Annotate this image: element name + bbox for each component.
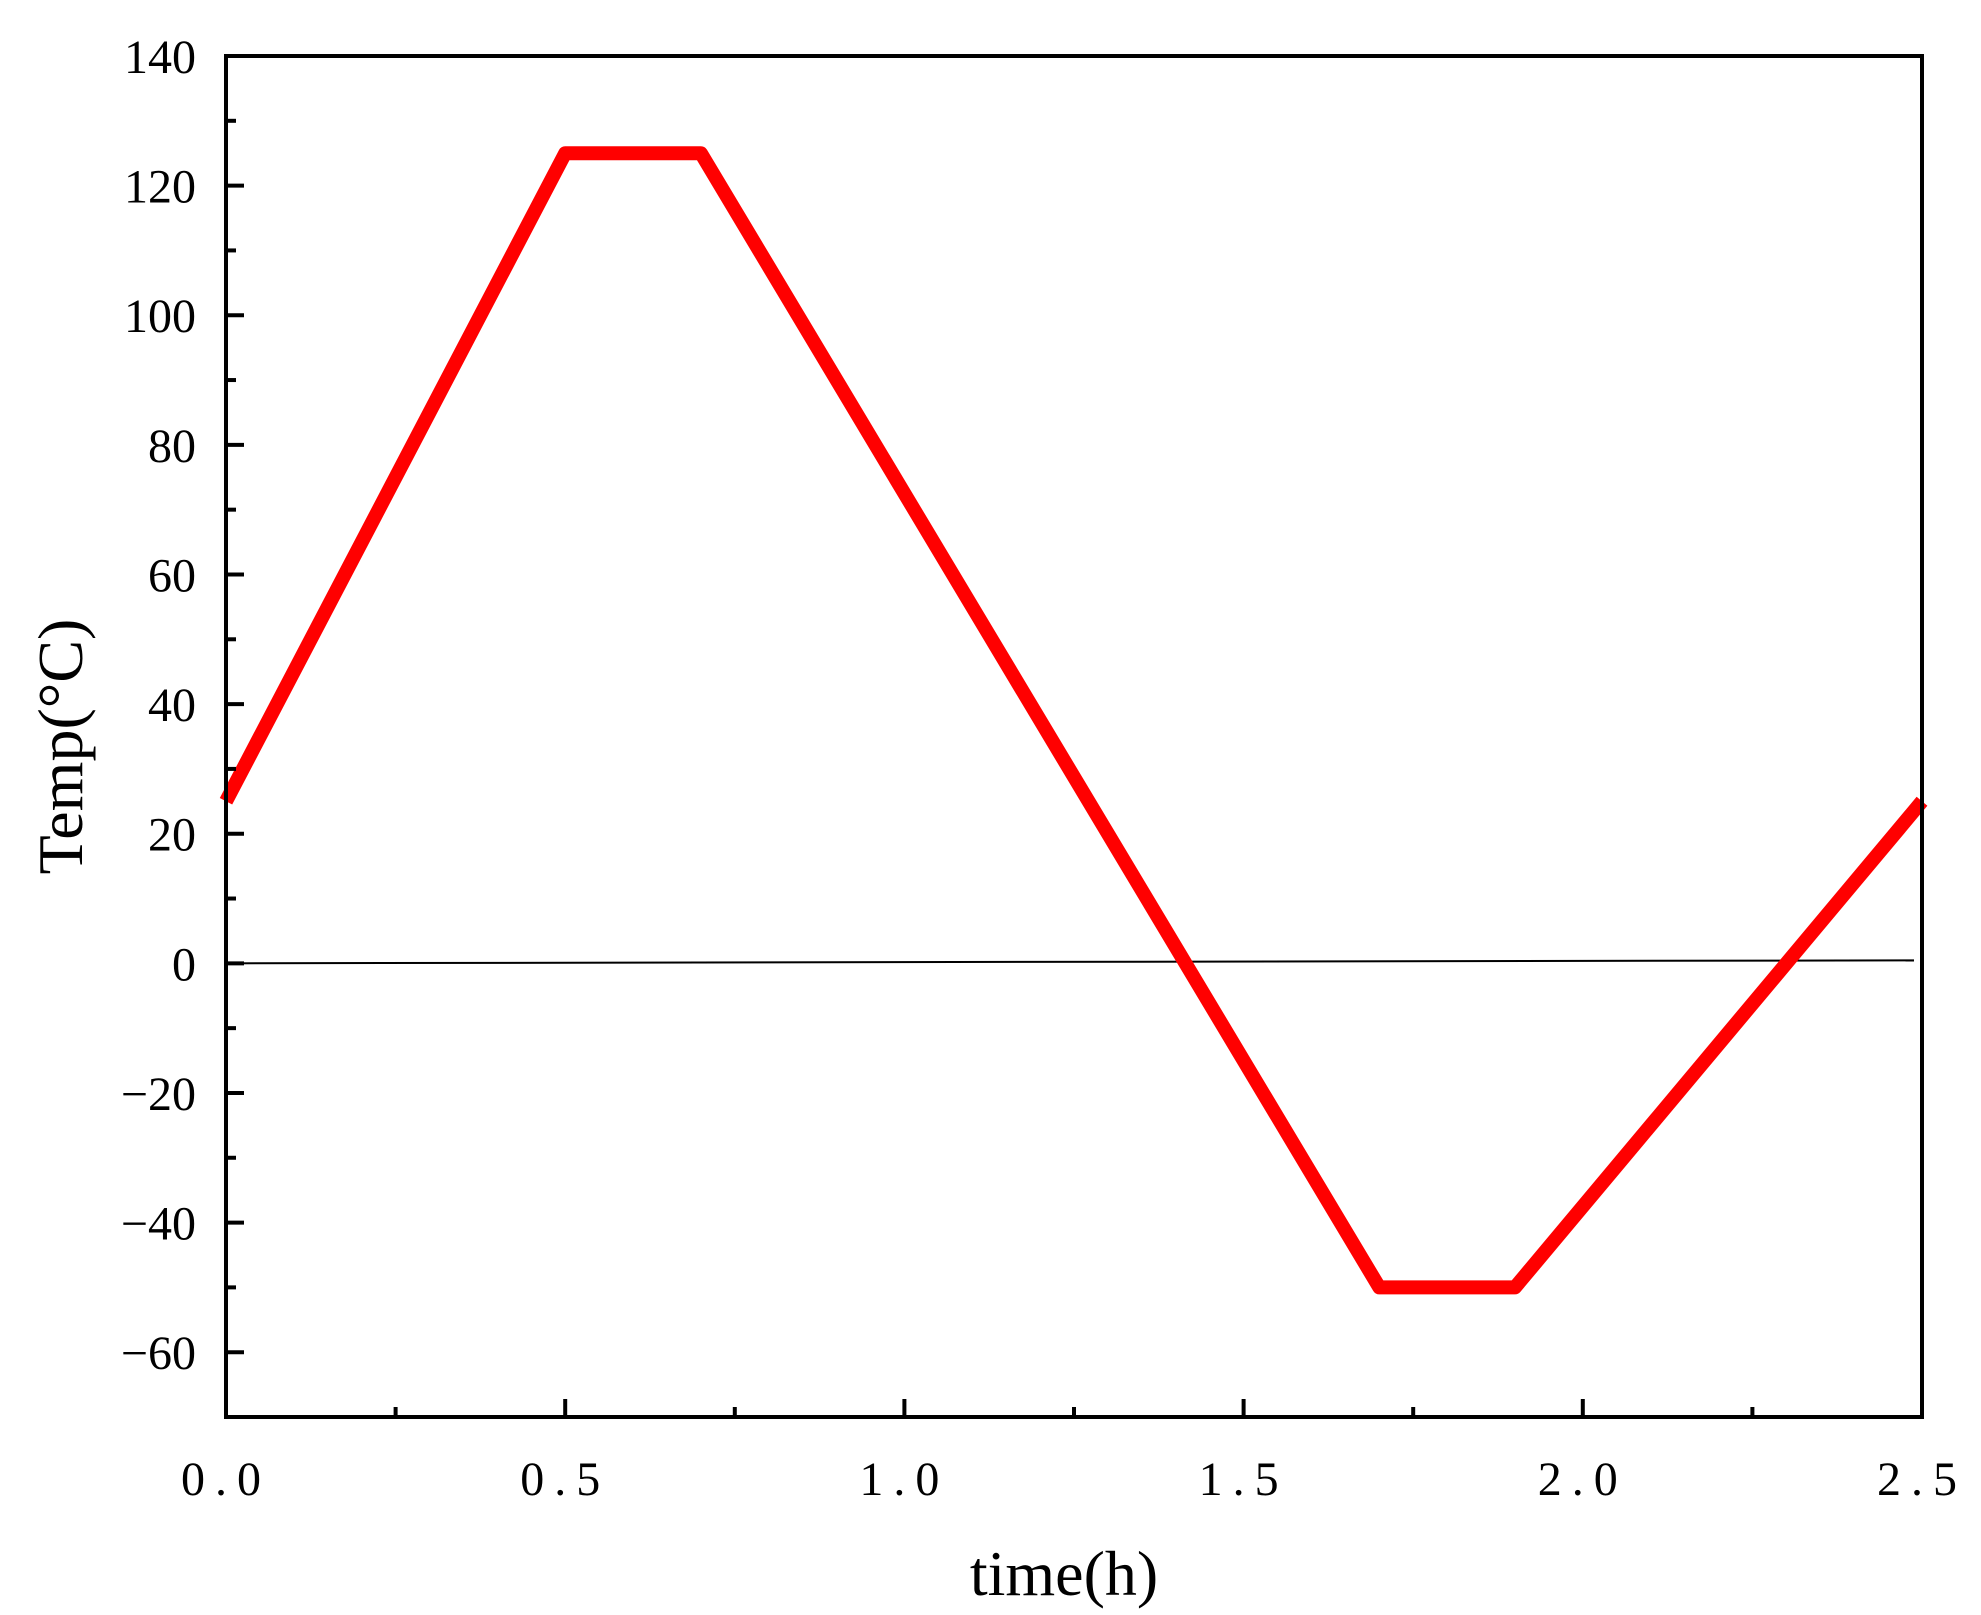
y-tick-label: −40 [121,1198,196,1251]
y-tick-label: 60 [148,549,196,602]
y-tick-label: 40 [148,679,196,732]
x-tick-label: 0.0 [181,1453,271,1506]
y-tick-label: 80 [148,420,196,473]
y-tick-label: −20 [121,1068,196,1121]
y-tick-label: 120 [124,161,196,214]
x-tick-label: 2.0 [1538,1453,1628,1506]
plot-frame [224,54,1924,1419]
y-tick-label: 0 [172,938,196,991]
x-tick-label: 0.5 [520,1453,610,1506]
y-tick-label: 100 [124,290,196,343]
y-axis-title: Temp(°C) [25,619,96,875]
x-tick-label: 2.5 [1877,1453,1967,1506]
x-tick-label: 1.0 [859,1453,949,1506]
zero-reference-line [225,959,1915,965]
y-tick-label: 140 [124,31,196,84]
x-axis-title: time(h) [970,1538,1158,1609]
y-tick-label: −60 [121,1327,196,1380]
series-line-1 [219,146,1928,1295]
y-tick-label: 20 [148,809,196,862]
x-tick-label: 1.5 [1199,1453,1289,1506]
